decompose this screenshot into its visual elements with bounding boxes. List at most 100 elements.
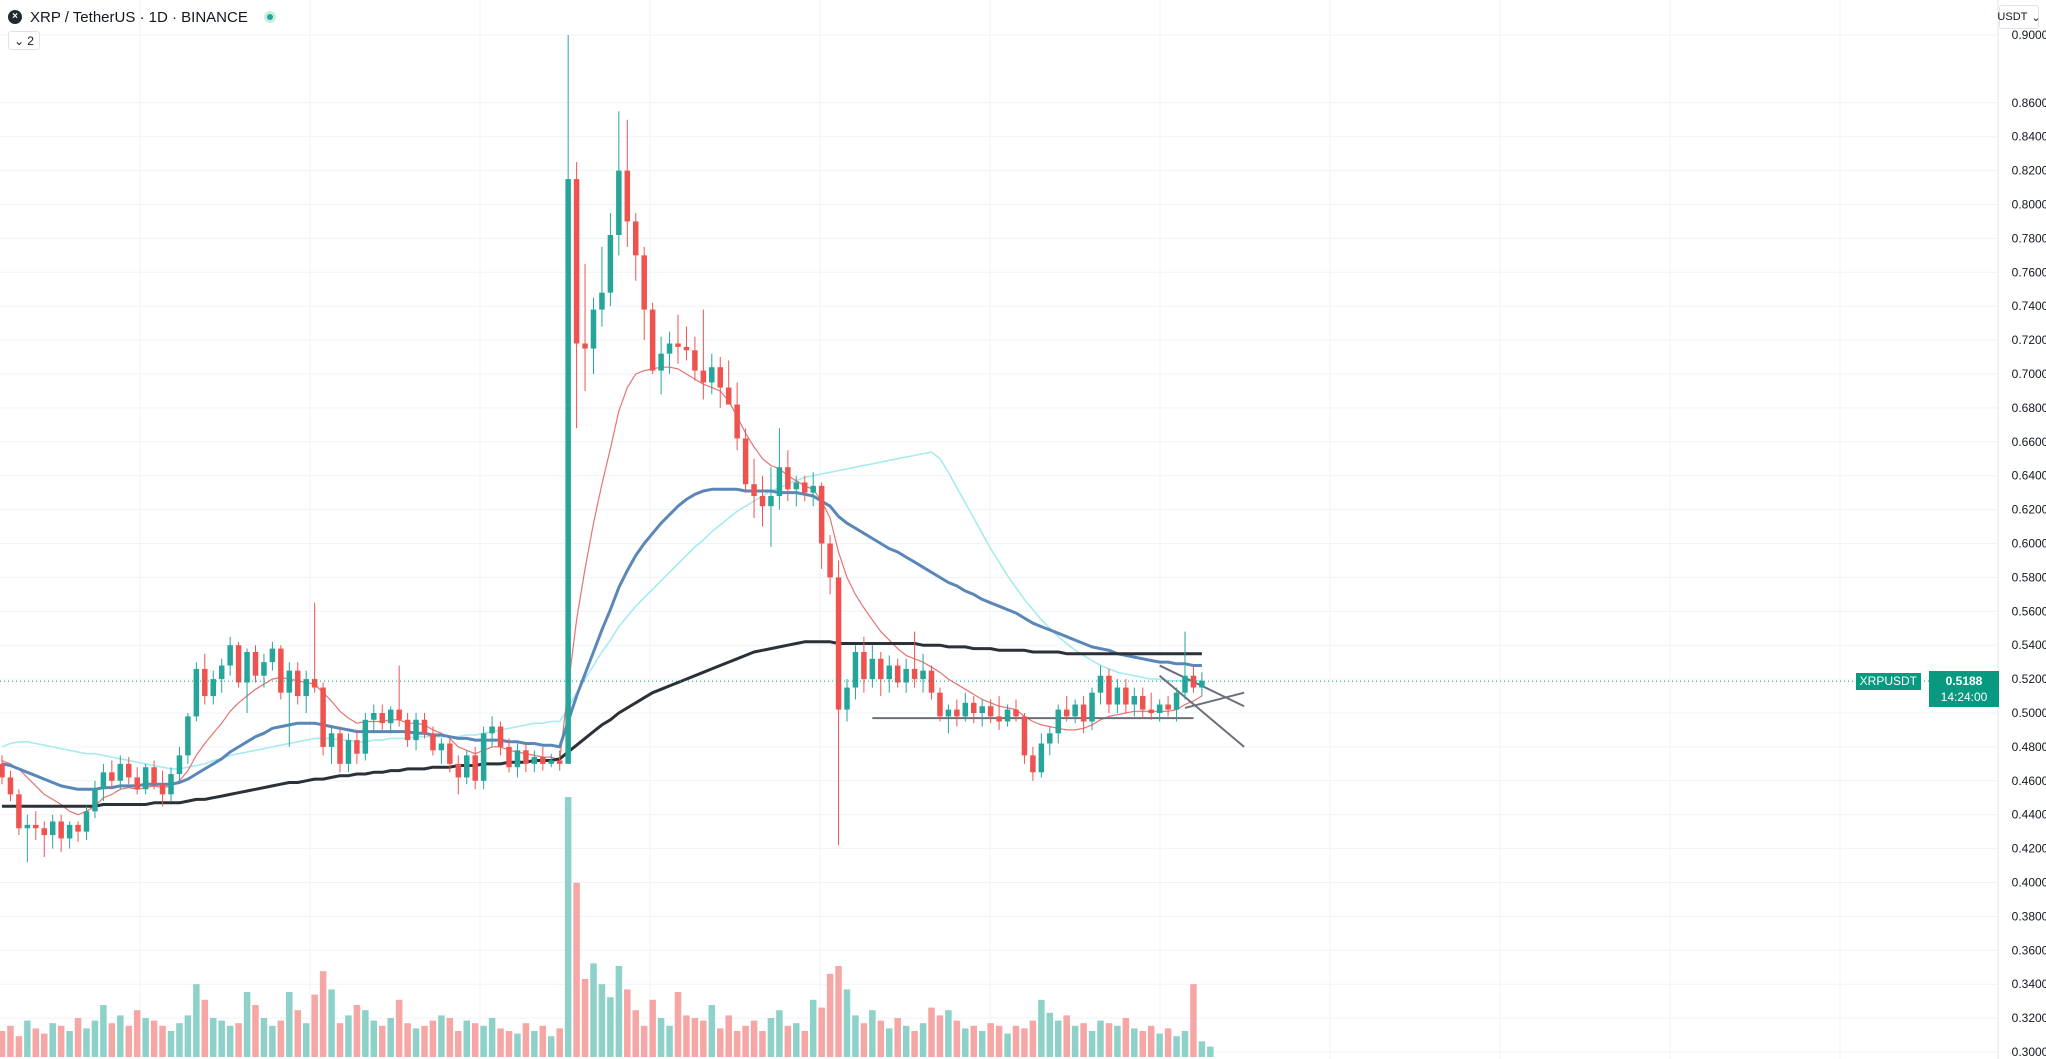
volume-bar — [277, 1020, 285, 1057]
candle — [7, 770, 14, 802]
candle-body — [742, 438, 749, 485]
trendline-rising — [1184, 691, 1245, 709]
price-axis-label: 0.3400 — [2012, 977, 2046, 991]
candle-body — [447, 743, 453, 764]
volume-bar — [640, 1025, 648, 1057]
candle-body — [633, 221, 639, 256]
price-axis-label: 0.4000 — [2012, 876, 2046, 890]
volume-bar — [269, 1025, 276, 1057]
candle — [692, 336, 698, 381]
candle-body — [1030, 755, 1036, 773]
candle-body — [396, 709, 402, 720]
candle-body — [1165, 704, 1171, 710]
currency-select[interactable]: USDT ⌄ — [1997, 5, 2041, 29]
price-axis-label: 0.7600 — [2012, 265, 2046, 279]
candle-body — [785, 467, 791, 490]
candle — [751, 458, 757, 519]
candle-body — [987, 706, 994, 717]
volume-bar — [514, 1033, 521, 1057]
moving-average-fast — [1, 366, 1203, 816]
candle-body — [49, 821, 56, 836]
candle — [506, 738, 512, 773]
candle — [117, 755, 124, 790]
price-axis-label: 0.6400 — [2012, 469, 2046, 483]
candle — [168, 767, 174, 802]
candle — [1021, 713, 1028, 764]
volume-bar — [717, 1028, 724, 1057]
volume-bar — [100, 1005, 107, 1057]
price-axis[interactable]: 0.9000 0.8600 0.8400 0.8200 0.8000 0.7800 0.76… — [1997, 0, 2046, 1059]
volume-bar — [809, 999, 817, 1057]
volume-bar — [776, 1010, 783, 1057]
volume-bar — [978, 1031, 986, 1057]
symbol-legend[interactable]: × XRP / TetherUS · 1D · BINANCE — [8, 6, 276, 28]
volume-bar — [860, 1023, 868, 1057]
volume-bar — [91, 1020, 99, 1057]
close-circle-icon[interactable]: × — [8, 10, 22, 24]
price-axis-label: 0.8600 — [2012, 96, 2046, 110]
candle — [227, 636, 233, 676]
candle-body — [886, 665, 892, 680]
candle-body — [852, 651, 859, 688]
candle-body — [658, 353, 664, 371]
volume-bar — [362, 1010, 369, 1057]
volume-bar — [421, 1025, 428, 1057]
candle — [607, 212, 614, 307]
candle — [565, 35, 571, 764]
volume-bar — [1139, 1031, 1146, 1057]
candle — [1190, 665, 1197, 693]
volume-bar — [886, 1028, 893, 1057]
candle — [1063, 696, 1070, 722]
candle — [100, 763, 107, 802]
candle — [1038, 733, 1045, 778]
candle-body — [1156, 704, 1163, 713]
candle — [1199, 672, 1205, 697]
volume-bar — [674, 992, 682, 1057]
candle-body — [962, 702, 969, 717]
candle-body — [540, 757, 546, 764]
candle-body — [1182, 675, 1188, 693]
candle-body — [464, 755, 470, 778]
candle-body — [480, 733, 487, 781]
candle-body — [725, 387, 732, 405]
candle — [1156, 699, 1163, 722]
volume-bar — [32, 1028, 40, 1057]
indicators-collapse-button[interactable]: ⌄ 2 — [8, 31, 40, 50]
last-price-badge: 0.5188 14:24:00 — [1929, 671, 1999, 707]
trendline-lower — [1159, 674, 1245, 748]
volume-bar — [649, 999, 656, 1057]
volume-bar — [843, 989, 851, 1057]
candle — [83, 806, 90, 841]
volume-bar — [133, 1010, 141, 1057]
volume-bar — [1046, 1012, 1054, 1057]
candle — [92, 780, 98, 819]
candle — [742, 428, 749, 493]
candle — [928, 665, 935, 700]
candle-body — [295, 670, 301, 697]
candle — [362, 713, 369, 761]
candle-body — [776, 467, 783, 497]
candle — [987, 699, 994, 724]
volume-bar — [564, 797, 572, 1057]
candle — [16, 789, 22, 836]
candle — [1165, 696, 1171, 717]
candle-body — [345, 740, 352, 764]
candle-body — [1097, 675, 1104, 693]
candle-body — [320, 687, 326, 747]
candle-body — [1148, 709, 1154, 713]
candle — [295, 662, 301, 705]
candle — [337, 726, 343, 773]
candle — [827, 535, 833, 595]
candle — [1114, 679, 1121, 713]
candle-body — [768, 496, 774, 507]
price-axis-label: 0.3200 — [2012, 1011, 2046, 1025]
candle-body — [802, 482, 808, 493]
candle — [1089, 687, 1095, 730]
candle — [1047, 726, 1053, 756]
candle — [675, 314, 681, 364]
candle — [447, 738, 453, 773]
volume-bar — [1164, 1028, 1172, 1057]
candle — [193, 662, 200, 722]
candle — [633, 212, 639, 281]
